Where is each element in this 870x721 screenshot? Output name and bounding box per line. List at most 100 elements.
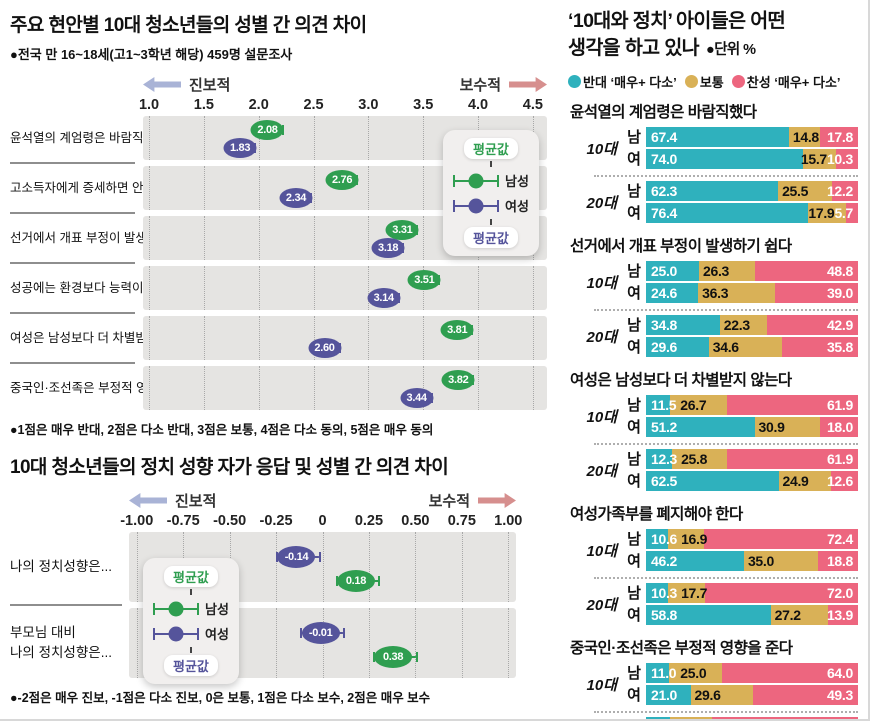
agree-segment	[775, 282, 858, 303]
gender-label: 여	[627, 607, 641, 625]
gridline	[149, 366, 151, 410]
bar-values: 62.3 25.5 12.2	[646, 181, 858, 201]
age-label: 20대	[586, 463, 618, 481]
neutral-value: 36.3	[702, 284, 729, 301]
female-mean-dot: -0.01	[301, 622, 340, 645]
row-label-line: 선거에서 개표 부정이 발생하기 쉽다	[10, 230, 197, 245]
female-mean-dot: -0.14	[277, 546, 316, 569]
oppose-segment	[646, 470, 779, 491]
bar-values: 24.6 36.3 39.0	[646, 283, 858, 303]
stacked-bar: 10.3 17.7 72.0	[646, 582, 858, 603]
agree-segment	[828, 604, 858, 625]
agree-segment	[836, 148, 858, 169]
female-mean-dot: 3.18	[371, 237, 405, 258]
bar-row: 여 24.6 36.3 39.0	[622, 282, 858, 303]
age-group-pair: 20대남11.320.068.7여21.634.943.5	[568, 716, 858, 719]
age-label: 10대	[586, 543, 618, 561]
agree-segment	[754, 260, 858, 281]
axis-tick: 2.0	[248, 97, 269, 113]
agree-segment	[820, 416, 858, 437]
agree-value: 18.0	[826, 418, 853, 435]
oppose-segment	[646, 416, 755, 437]
row-label-line: 고소득자에게 증세하면 안 된다	[10, 180, 170, 195]
agree-segment	[831, 470, 858, 491]
row-divider	[10, 210, 547, 216]
neutral-value: 34.6	[712, 338, 739, 355]
stacked-bar: 62.5 24.9 12.6	[646, 470, 858, 491]
oppose-segment	[646, 550, 744, 571]
female-mean-dot: 2.60	[308, 337, 341, 358]
agree-pink-legend-icon	[731, 74, 745, 88]
gridline	[136, 608, 138, 678]
gridline	[149, 316, 151, 360]
gridline	[478, 266, 480, 310]
stacked-bar: 11.0 25.0 64.0	[646, 662, 858, 683]
stacked-bar: 51.2 30.9 18.0	[646, 416, 858, 437]
axis-tick: -0.50	[213, 513, 247, 529]
agree-value: 42.9	[826, 316, 853, 333]
pair-bars: 남 11.0 25.0 64.0 여 21.0 29.6 49.3	[622, 662, 858, 707]
agree-value: 72.0	[826, 584, 853, 601]
male-dot-icon	[168, 601, 184, 616]
oppose-value: 51.2	[651, 418, 678, 435]
bar-row: 남 10.6 16.9 72.4	[622, 528, 858, 549]
age-label: 20대	[586, 195, 618, 213]
pair-bars: 남 12.3 25.8 61.9 여 62.5 24.9 12.6	[622, 448, 858, 493]
gridline	[276, 608, 278, 678]
gridline	[258, 216, 260, 260]
legend-connector	[189, 589, 192, 595]
gridline	[415, 608, 417, 678]
male-mean-dot: 0.38	[374, 646, 413, 668]
female-label: 여성	[205, 627, 229, 642]
gridline	[532, 316, 534, 360]
gridline	[532, 266, 534, 310]
gender-label: 여	[627, 473, 641, 491]
gridline	[368, 316, 370, 360]
gridline	[313, 216, 315, 260]
legend-item: 반대 ‘매우+ 다소’	[568, 72, 677, 91]
dot-plot-row: 부모님 대비 나의 정치성향은... -0.01 0.38	[10, 608, 516, 678]
oppose-value: 58.8	[651, 606, 678, 623]
neutral-value: 27.2	[774, 606, 801, 623]
row-label-line: 부모님 대비	[10, 625, 76, 641]
male-mean-dot: 2.76	[325, 170, 359, 191]
agree-segment	[705, 582, 858, 603]
issues-dot-chart-section: 주요 현안별 10대 청소년들의 성별 간 의견 차이 ●전국 만 16~18세…	[10, 10, 547, 438]
oppose-value: 34.8	[651, 316, 678, 333]
stacked-bar: 46.2 35.0 18.8	[646, 550, 858, 571]
row-band: 3.82 3.44	[143, 366, 547, 410]
gridline	[203, 316, 205, 360]
bar-values: 58.8 27.2 13.9	[646, 605, 858, 625]
pair-bars: 남11.320.068.7여21.634.943.5	[622, 716, 858, 719]
mean-label-male: 평균값	[464, 138, 518, 159]
male-mean-dot: 3.31	[385, 220, 419, 241]
gender-label: 남	[627, 397, 641, 415]
age-label: 10대	[586, 141, 618, 159]
bar-values: 29.6 34.6 35.8	[646, 337, 858, 357]
gridline	[368, 116, 370, 160]
progressive-arrow-icon	[129, 493, 167, 508]
bar-row: 여 58.8 27.2 13.9	[622, 604, 858, 625]
row-divider-line	[10, 604, 122, 606]
gridline	[415, 532, 417, 602]
row-label: 선거에서 개표 부정이 발생하기 쉽다	[10, 216, 197, 260]
oppose-segment	[646, 716, 670, 719]
age-group-pair: 10대 남 11.5 26.7 61.9 여 51.2 30.9 18.0	[568, 394, 858, 439]
agree-value: 10.3	[826, 150, 853, 167]
mean-legend: 평균값 남성 여성 평균값	[443, 130, 539, 256]
oppose-value: 76.4	[651, 204, 678, 221]
bar-row: 여 76.4 17.9 5.7	[622, 202, 858, 223]
bar-groups: 윤석열의 계엄령은 바람직했다 10대 남 67.4 14.8 17.8 여 74.0 15.7…	[568, 100, 858, 719]
bar-row: 남11.320.0 68.7	[622, 716, 858, 719]
legend-item-label: 찬성 ‘매우+ 다소’	[746, 74, 841, 90]
axis-tick: 4.0	[467, 97, 489, 113]
pair-bars: 남 11.5 26.7 61.9 여 51.2 30.9 18.0	[622, 394, 858, 439]
gridline	[313, 116, 315, 160]
age-label: 10대	[586, 409, 618, 427]
bar-values: 11.5 26.7 61.9	[646, 395, 858, 415]
bar-values: 76.4 17.9 5.7	[646, 203, 858, 223]
neutral-gold-legend-icon	[684, 74, 698, 88]
neutral-segment	[668, 528, 705, 549]
neutral-segment	[743, 550, 819, 571]
gridline	[313, 316, 315, 360]
